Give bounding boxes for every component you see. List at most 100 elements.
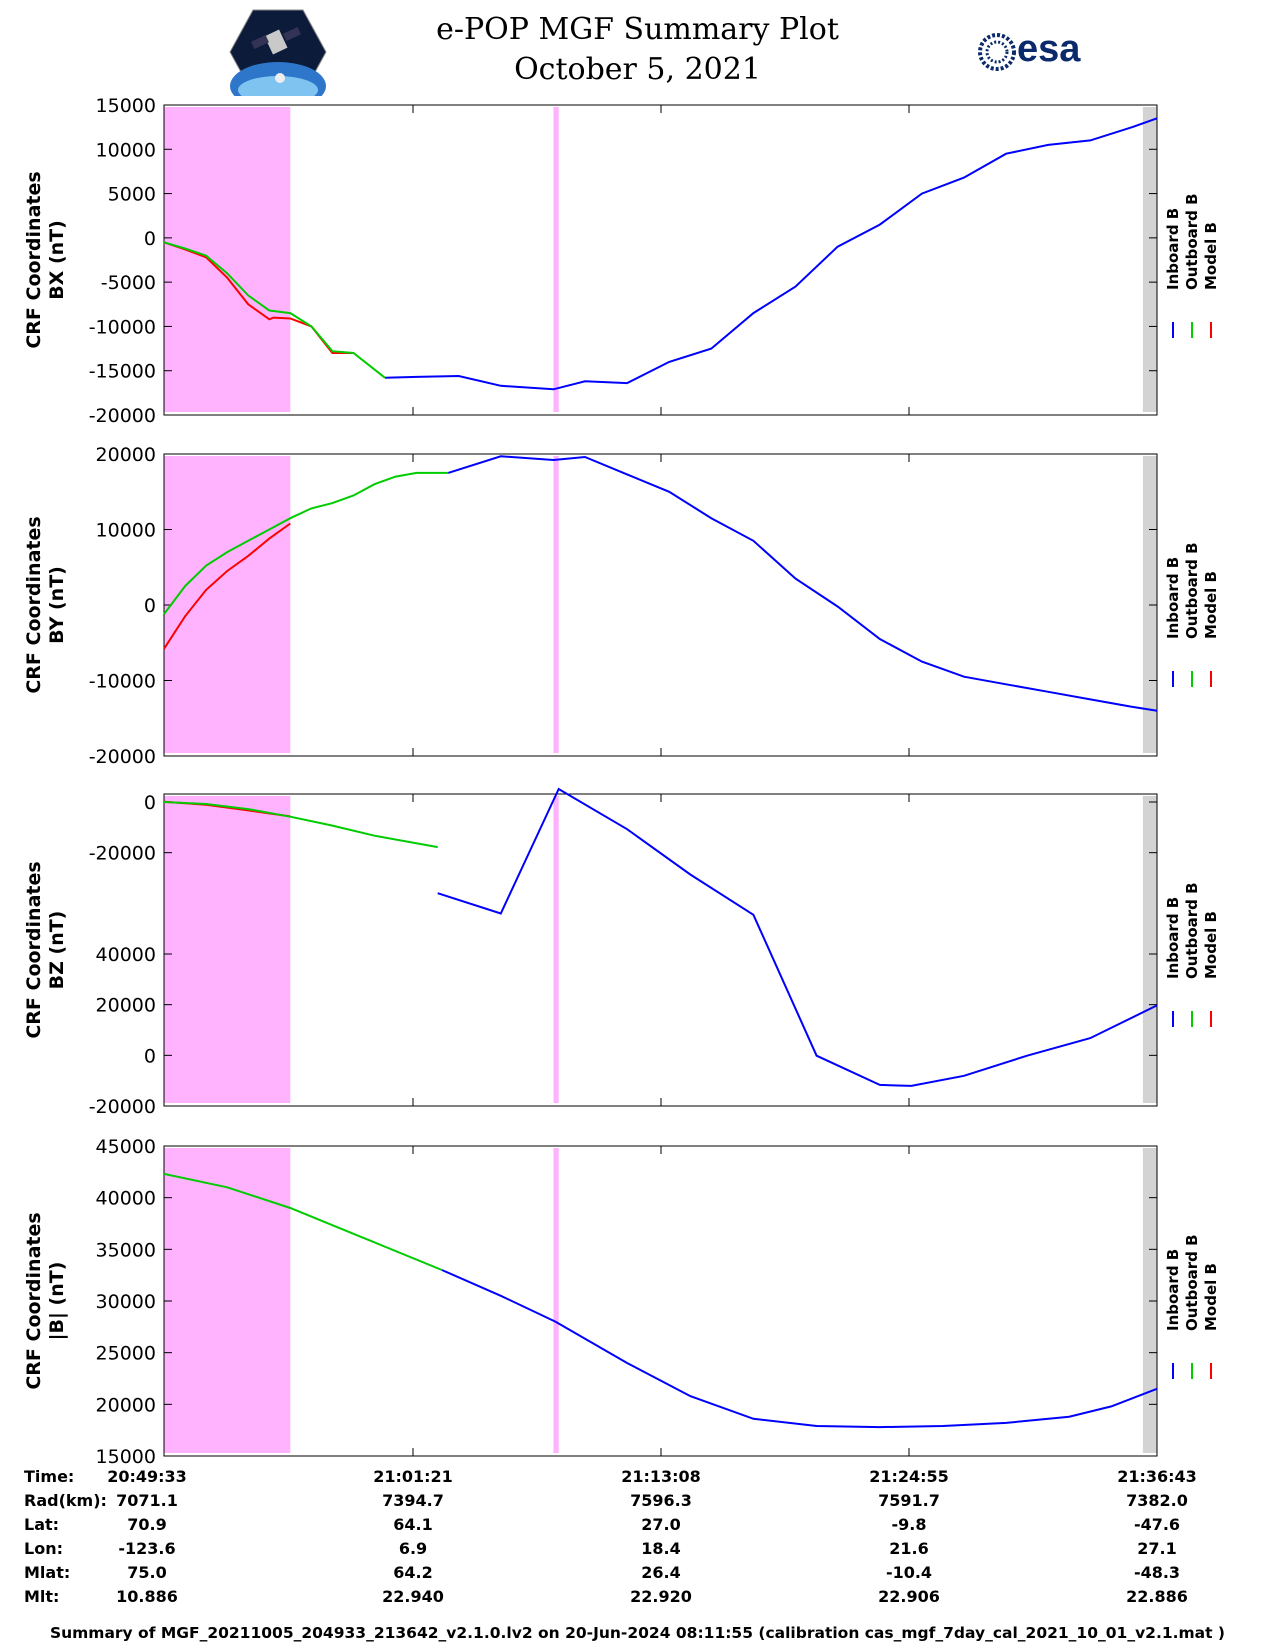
panel-2: 20000 10000 0 -10000 -20000 CRF CoordinatesBY…	[23, 444, 1220, 768]
y-tick-label: 25000	[96, 1343, 156, 1365]
y-tick-label: 0	[144, 595, 156, 617]
legend-label: Outboard B	[1183, 542, 1201, 639]
summary-footer: Summary of MGF_20211005_204933_213642_v2…	[49, 1624, 1226, 1642]
shaded-interval-magenta	[164, 1148, 291, 1453]
series-line-outboard-b	[163, 241, 386, 379]
panel-1: 15000 10000 5000 0 -5000 -10000 -15000 -20000 CR…	[23, 95, 1220, 427]
info-cell: 7591.7	[878, 1491, 940, 1510]
y-axis-label-line: |B| (nT)	[46, 1262, 68, 1341]
legend-label: Inboard B	[1164, 208, 1182, 290]
y-axis-label: CRF Coordinates|B| (nT)	[23, 1212, 68, 1389]
info-cell: -123.6	[118, 1539, 176, 1558]
info-cell: 10.886	[116, 1587, 178, 1606]
info-cell: 21:13:08	[621, 1467, 701, 1486]
y-tick-label: 35000	[96, 1239, 156, 1261]
legend-label: Inboard B	[1164, 1249, 1182, 1331]
info-cell: 21:36:43	[1117, 1467, 1197, 1486]
axes-box	[163, 1145, 1158, 1457]
info-cell: 70.9	[127, 1515, 167, 1534]
y-tick-label: -10000	[89, 671, 156, 693]
legend-label: Model B	[1202, 222, 1220, 290]
y-tick-label: 30000	[96, 1291, 156, 1313]
y-axis-label: CRF CoordinatesBZ (nT)	[23, 861, 68, 1038]
y-tick-label: 20000	[96, 444, 156, 466]
info-cell: 26.4	[641, 1563, 681, 1582]
info-cell: 22.886	[1126, 1587, 1188, 1606]
series-line-inboard-b	[441, 1269, 1158, 1429]
y-tick-label: -20000	[89, 843, 156, 865]
info-row: Mlat: 75.0 64.2 26.4 -10.4 -48.3	[0, 1561, 1275, 1585]
info-row-label: Mlt:	[24, 1587, 60, 1606]
info-cell: 21.6	[889, 1539, 929, 1558]
y-tick-label: 0	[144, 228, 156, 250]
info-row: Lon: -123.6 6.9 18.4 21.6 27.1	[0, 1537, 1275, 1561]
y-tick-label: 10000	[96, 139, 156, 161]
axes-box	[163, 793, 1158, 1107]
info-cell: 75.0	[127, 1563, 167, 1582]
y-axis-label-line: CRF Coordinates	[23, 516, 45, 693]
legend-label: Model B	[1202, 1263, 1220, 1331]
series-line-outboard-b	[163, 801, 438, 849]
y-tick-label: 20000	[96, 1394, 156, 1416]
series-line-outboard-b	[163, 1172, 443, 1271]
y-tick-label: 15000	[96, 95, 156, 117]
series-line-outboard-b	[163, 471, 449, 615]
info-cell: 6.9	[398, 1539, 428, 1558]
y-axis-label-line: CRF Coordinates	[23, 1212, 45, 1389]
y-tick-label: 10000	[96, 520, 156, 542]
info-cell: 21:24:55	[869, 1467, 949, 1486]
y-axis-label-line: CRF Coordinates	[23, 861, 45, 1038]
y-tick-label: 5000	[108, 184, 156, 206]
axes-box	[163, 453, 1158, 757]
info-row-label: Mlat:	[24, 1563, 71, 1582]
series-line-inboard-b	[447, 455, 1158, 712]
shaded-interval-magenta	[164, 796, 291, 1103]
y-tick-label: 0	[144, 792, 156, 814]
info-row-label: Lon:	[24, 1539, 63, 1558]
esa-swirl-icon	[978, 33, 1016, 71]
info-row-label: Lat:	[24, 1515, 60, 1534]
info-row: Rad(km): 7071.1 7394.7 7596.3 7591.7 7382.0	[0, 1489, 1275, 1513]
legend-label: Outboard B	[1183, 1234, 1201, 1331]
shaded-interval-magenta	[553, 1148, 559, 1453]
shaded-interval-magenta	[553, 796, 559, 1103]
info-cell: 7071.1	[116, 1491, 178, 1510]
plot-title-block: e-POP MGF Summary Plot October 5, 2021	[0, 10, 1275, 90]
info-row: Time: 20:49:33 21:01:21 21:13:08 21:24:55 21:…	[0, 1465, 1275, 1489]
info-cell: 64.2	[393, 1563, 433, 1582]
info-cell: -48.3	[1133, 1563, 1181, 1582]
y-tick-label: -15000	[89, 361, 156, 383]
legend-label: Inboard B	[1164, 897, 1182, 979]
series-line-inboard-b	[384, 117, 1158, 391]
info-cell: 22.906	[878, 1587, 940, 1606]
info-cell: 7382.0	[1126, 1491, 1188, 1510]
y-tick-label: -10000	[89, 316, 156, 338]
y-axis-label: CRF CoordinatesBX (nT)	[23, 171, 68, 348]
info-cell: 27.1	[1137, 1539, 1177, 1558]
esa-logo: esa	[975, 28, 1095, 74]
info-cell: -47.6	[1133, 1515, 1181, 1534]
y-axis-label-line: CRF Coordinates	[23, 171, 45, 348]
info-cell: 64.1	[393, 1515, 433, 1534]
series-line-inboard-b	[437, 787, 1158, 1087]
info-cell: -10.4	[885, 1563, 933, 1582]
y-axis-label: CRF CoordinatesBY (nT)	[23, 516, 68, 693]
shaded-interval-magenta	[553, 107, 559, 412]
info-row-label: Rad(km):	[24, 1491, 107, 1510]
shaded-interval-magenta	[553, 456, 559, 753]
info-cell: -9.8	[891, 1515, 927, 1534]
info-cell: 27.0	[641, 1515, 681, 1534]
info-row-label: Time:	[24, 1467, 75, 1486]
y-tick-label: -5000	[101, 272, 156, 294]
y-tick-label: 40000	[96, 1188, 156, 1210]
info-cell: 7596.3	[630, 1491, 692, 1510]
shaded-interval-gray	[1142, 796, 1157, 1103]
legend-label: Inboard B	[1164, 557, 1182, 639]
panel-4: 45000 40000 35000 30000 25000 20000 15000 CRF C…	[23, 1136, 1220, 1468]
legend-label: Outboard B	[1183, 193, 1201, 290]
y-tick-label: -20000	[89, 405, 156, 427]
y-axis-label-line: BZ (nT)	[46, 911, 68, 990]
plot-title: e-POP MGF Summary Plot	[436, 12, 839, 47]
y-tick-label: 45000	[96, 1136, 156, 1158]
